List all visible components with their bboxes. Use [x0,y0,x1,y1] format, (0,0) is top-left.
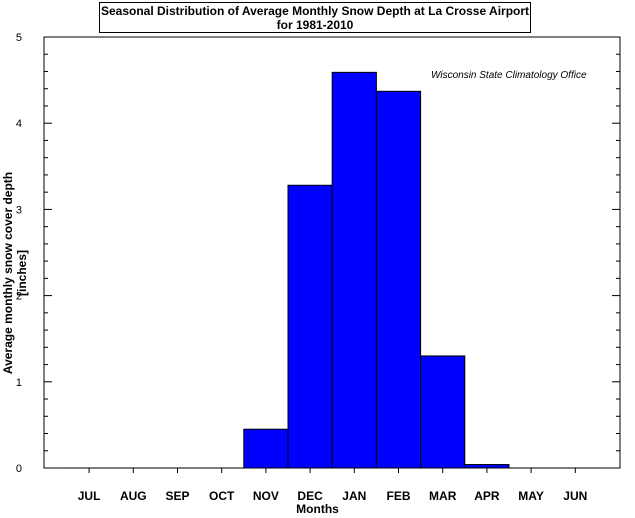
bar-mar [420,355,466,469]
x-tick-label: JUN [563,489,587,503]
x-tick-label: APR [474,489,500,503]
chart-title: Seasonal Distribution of Average Monthly… [99,2,531,33]
x-tick-label: DEC [297,489,323,503]
y-axis-label: Average monthly snow cover depth [inches… [1,171,29,375]
x-tick-label: AUG [120,489,147,503]
bar-feb [375,90,422,469]
x-tick-label: MAY [518,489,544,503]
x-tick-label: SEP [165,489,189,503]
bar-apr [464,464,510,469]
axes-group: JUL AUG SEP OCT NOV DEC JAN FEB MAR APR MAY JUN 0 1 2 3… [16,32,621,503]
bars-group [66,71,598,469]
bar-jan [331,71,377,469]
chart-title-line2: for 1981-2010 [276,18,354,32]
y-tick-label: 1 [16,377,22,389]
x-axis-label: Months [296,502,339,516]
x-tick-label: FEB [387,489,411,503]
x-tick-label: JAN [342,489,366,503]
credit-annotation: Wisconsin State Climatology Office [431,70,587,81]
y-tick-label: 5 [16,32,22,44]
chart-title-line1: Seasonal Distribution of Average Monthly… [100,4,530,18]
x-tick-label: JUL [78,489,101,503]
y-tick-label: 4 [16,118,22,130]
bar-dec [287,184,333,469]
plot-frame [43,36,621,469]
x-tick-label: NOV [253,489,279,503]
x-tick-label: MAR [429,489,457,503]
bar-nov [243,428,289,469]
x-tick-label: OCT [209,489,235,503]
y-tick-label: 3 [16,204,22,216]
y-tick-label: 2 [16,291,22,303]
y-tick-label: 0 [16,463,22,475]
